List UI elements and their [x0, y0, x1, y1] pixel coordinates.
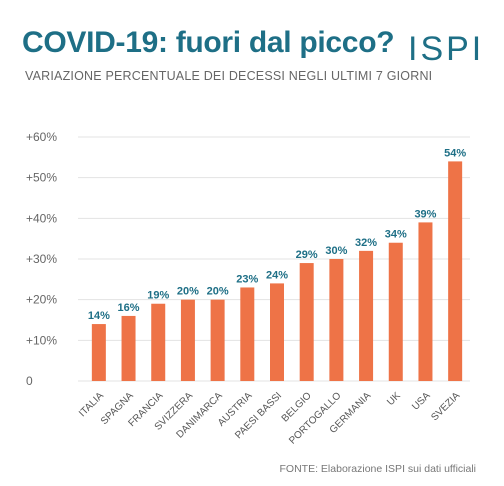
bar — [448, 161, 463, 381]
y-axis-labels: 0 +10% +20% +30% +40% +50% +60% — [26, 130, 57, 388]
category-label: PORTOGALLO — [287, 390, 343, 446]
bar — [359, 250, 374, 381]
bar — [210, 299, 225, 381]
y-tick-label: +10% — [26, 333, 57, 347]
bar — [418, 222, 433, 381]
data-label: 24% — [266, 269, 288, 281]
data-label: 39% — [414, 208, 436, 220]
y-tick-label: +50% — [26, 171, 57, 185]
source-note: FONTE: Elaborazione ISPI sui dati uffici… — [279, 463, 476, 475]
data-label: 20% — [207, 286, 229, 298]
bar — [240, 287, 255, 381]
data-label: 29% — [296, 249, 318, 261]
y-tick-label: 0 — [26, 374, 33, 388]
category-label: SVEZIA — [429, 390, 462, 423]
data-labels: 14% 16% 19% 20% 20% 23% 24% 29% 30% 32% 34% 39% 54% — [88, 147, 467, 322]
data-label: 19% — [147, 290, 169, 302]
bar — [329, 259, 344, 381]
chart-subtitle: VARIAZIONE PERCENTUALE DEI DECESSI NEGLI… — [25, 69, 433, 83]
bars — [91, 161, 463, 381]
y-tick-label: +60% — [26, 130, 57, 144]
ispi-logo: ISPI — [408, 30, 485, 68]
y-tick-label: +20% — [26, 293, 57, 307]
category-label: USA — [410, 390, 433, 413]
data-label: 34% — [385, 229, 407, 241]
data-label: 16% — [118, 302, 140, 314]
bar — [388, 242, 403, 381]
bar — [270, 283, 284, 381]
category-labels: ITALIASPAGNAFRANCIASVIZZERADANIMARCAAUST… — [77, 390, 462, 446]
bar — [180, 299, 195, 381]
y-tick-label: +40% — [26, 211, 57, 225]
bar — [121, 315, 136, 381]
data-label: 14% — [88, 310, 110, 322]
bar — [151, 303, 166, 381]
data-label: 23% — [236, 273, 258, 285]
category-label: ITALIA — [77, 390, 106, 419]
data-label: 30% — [325, 245, 347, 257]
bar — [299, 263, 314, 381]
data-label: 54% — [444, 147, 466, 159]
bar — [91, 324, 106, 381]
data-label: 20% — [177, 286, 199, 298]
y-tick-label: +30% — [26, 252, 57, 266]
chart-title: COVID-19: fuori dal picco? — [22, 26, 395, 59]
category-label: UK — [385, 390, 403, 408]
data-label: 32% — [355, 237, 377, 249]
